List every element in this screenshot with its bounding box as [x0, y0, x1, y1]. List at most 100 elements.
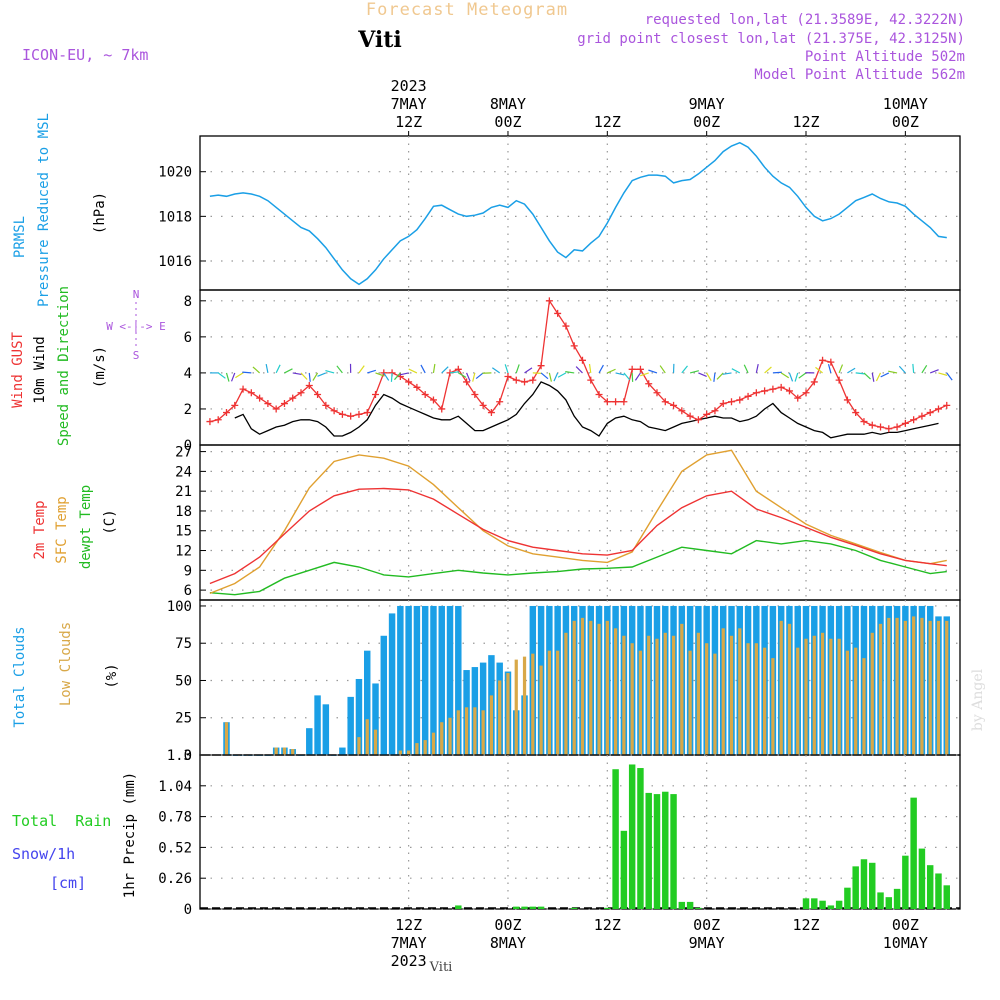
wind-gust-point — [769, 385, 777, 393]
rain-bar — [670, 794, 677, 909]
wind-gust-point — [628, 365, 636, 373]
wind-gust-point — [761, 387, 769, 395]
wind-direction-arrow — [634, 372, 641, 381]
wind-gust-point — [794, 394, 802, 402]
low-clouds-bar — [845, 650, 850, 755]
wind-direction-arrow — [863, 372, 871, 380]
wind-ytick-label: 0 — [184, 438, 192, 454]
top-tick-label: 12Z — [594, 113, 621, 131]
low-clouds-bar — [498, 680, 502, 755]
wind-gust-point — [438, 405, 446, 413]
wind-gust-point — [429, 396, 437, 404]
dewpt-label: dewpt Temp — [78, 485, 94, 569]
wind-gust-point — [595, 391, 603, 399]
low-clouds-bar — [423, 740, 427, 755]
bottom-tick-label: 7MAY — [391, 934, 427, 952]
wind-gust-point — [512, 376, 520, 384]
bottom-tick-label: 12Z — [792, 916, 819, 934]
low-clouds-bar — [464, 707, 469, 755]
wind-unit: (m/s) — [92, 346, 108, 388]
snow-unit: [cm] — [50, 874, 86, 892]
temp-ytick-label: 24 — [175, 464, 192, 480]
wind-direction-arrow — [317, 372, 327, 377]
temp-2m-line — [209, 487, 947, 585]
rain-bar — [819, 900, 826, 909]
wind-gust-point — [802, 389, 810, 397]
low-clouds-bar — [514, 659, 518, 755]
wind-gust-point — [752, 389, 760, 397]
wind-panel: Wind GUST 10m Wind Speed and Direction (… — [10, 286, 961, 454]
rain-bar — [620, 830, 628, 909]
wind-direction-arrow — [399, 372, 409, 376]
rain-bar — [662, 791, 669, 909]
temp-ytick-label: 15 — [175, 524, 192, 540]
wind-gust-point — [222, 409, 230, 417]
total-clouds-bar — [446, 605, 454, 755]
wind-gust-point — [521, 378, 529, 386]
wind-gust-point — [363, 409, 371, 417]
low-clouds-bar — [547, 650, 551, 755]
low-clouds-bar — [705, 643, 709, 755]
bottom-tick-label: 00Z — [693, 916, 720, 934]
rain-bar — [521, 906, 528, 909]
wind-direction-arrow — [242, 371, 252, 374]
low-clouds-bar — [291, 749, 295, 755]
low-clouds-bar — [440, 722, 444, 755]
wind-gust-point — [537, 362, 545, 370]
low-clouds-bar — [754, 643, 758, 755]
total-clouds-bar — [372, 683, 379, 755]
wind-direction-arrow — [367, 369, 377, 374]
wind-gust-point — [256, 394, 264, 402]
total-clouds-bar — [364, 650, 371, 755]
wind-gust-point — [670, 401, 678, 409]
wind-gust-point — [612, 398, 620, 406]
bottom-tick-label: 00Z — [892, 916, 919, 934]
wind-direction-arrow — [383, 372, 390, 381]
temp-ytick-label: 18 — [175, 504, 192, 520]
precip-ytick-label: 0 — [184, 902, 192, 918]
wind-direction-arrow — [300, 372, 308, 380]
wind-direction-arrow — [743, 364, 749, 374]
wind-gust-point — [901, 419, 909, 427]
wind-gust-point — [736, 396, 744, 404]
wind-direction-arrow — [230, 372, 236, 382]
temp-frame — [199, 444, 961, 601]
low-clouds-bar — [837, 638, 841, 755]
wind-gust-point — [728, 398, 736, 406]
wind-direction-arrow — [336, 365, 343, 374]
wind-gust-point — [570, 342, 578, 350]
low-clouds-bar — [365, 719, 369, 755]
total-clouds-bar — [438, 605, 445, 755]
wind-gust-point — [314, 391, 322, 399]
wind-gust-point — [943, 401, 951, 409]
rain-label: Total Rain — [12, 812, 111, 830]
rain-bar — [612, 769, 619, 909]
wind-gust-point — [487, 409, 495, 417]
low-clouds-bar — [572, 620, 576, 755]
low-clouds-bar — [613, 628, 618, 755]
low-clouds-bar — [870, 632, 874, 755]
total-clouds-bar — [355, 678, 363, 755]
wind-direction-arrow — [524, 367, 533, 374]
total-clouds-bar — [347, 696, 354, 755]
top-tick-label: 8MAY — [490, 95, 526, 113]
wind-gust-point — [214, 416, 222, 424]
total-clouds-bar — [339, 747, 346, 755]
low-clouds-bar — [580, 617, 585, 755]
rain-bar — [529, 906, 537, 909]
wind-gust-point — [355, 410, 363, 418]
low-clouds-bar — [928, 620, 932, 755]
wind-gust-point — [636, 365, 644, 373]
wind-gust-point — [860, 418, 868, 426]
low-clouds-bar — [721, 628, 725, 755]
rain-bar — [869, 862, 876, 909]
total-clouds-bar — [388, 613, 396, 755]
wind-direction-arrow — [432, 363, 436, 374]
wind-direction-arrow — [491, 367, 501, 374]
wind-gust-point — [744, 392, 752, 400]
low-clouds-bar — [456, 710, 460, 755]
wind-gust-point — [280, 400, 288, 408]
temp-ytick-label: 27 — [175, 445, 192, 461]
location-name: Viti — [357, 27, 402, 53]
